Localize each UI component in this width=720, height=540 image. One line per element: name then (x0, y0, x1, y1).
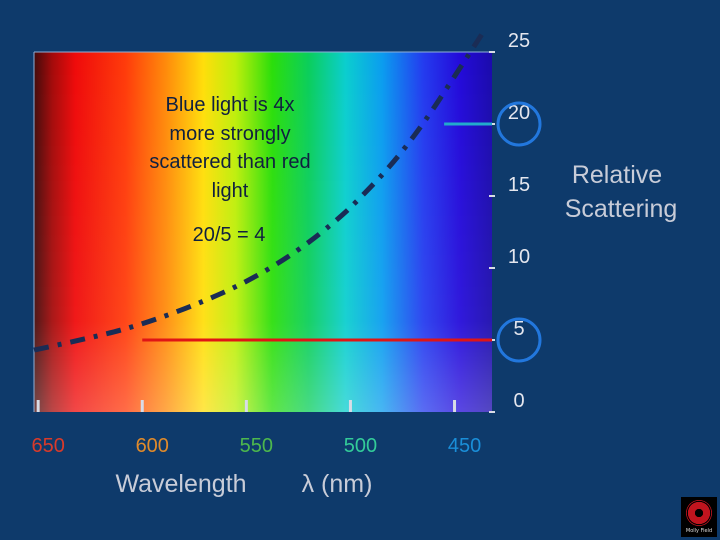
y-axis: 0 5 10 15 20 25 (489, 30, 530, 413)
y-axis-title-line-2: Scattering (565, 195, 678, 223)
annotation: Blue light is 4x more strongly scattered… (149, 94, 310, 246)
series-line-0 (33, 33, 484, 353)
highlight-circle-red-level (496, 317, 542, 363)
x-axis: 650 600 550 500 450 (31, 400, 481, 457)
spectrum-panel (33, 51, 492, 412)
x-tick-label-550: 550 (240, 435, 273, 457)
annotation-line-3: scattered than red (149, 151, 310, 173)
annotation-line-4: light (212, 180, 249, 202)
x-tick-label-650: 650 (31, 435, 64, 457)
highlight-circle-blue-level (496, 101, 542, 147)
x-tick-label-500: 500 (344, 435, 377, 457)
logo-emblem-icon (686, 500, 712, 526)
y-tick-label-20: 20 (508, 102, 530, 124)
y-tick-label-5: 5 (513, 318, 524, 340)
x-axis-title: Wavelength (115, 470, 246, 498)
spectrum-haze (34, 52, 492, 412)
annotation-line-2: more strongly (169, 123, 290, 145)
x-tick-label-450: 450 (448, 435, 481, 457)
x-tick-label-600: 600 (136, 435, 169, 457)
x-axis-title: Wavelength λ (nm) (115, 470, 372, 498)
y-tick-label-25: 25 (508, 30, 530, 52)
y-tick-label-0: 0 (513, 390, 524, 412)
logo-text: Molly Field (685, 528, 713, 534)
annotation-line-1: Blue light is 4x (166, 94, 295, 116)
series-group (33, 33, 484, 353)
reference-lines (142, 101, 542, 363)
y-axis-title-line-1: Relative (572, 161, 662, 189)
publisher-logo: Molly Field (681, 497, 717, 537)
x-axis-units: λ (nm) (302, 470, 373, 498)
y-tick-label-10: 10 (508, 246, 530, 268)
y-tick-label-15: 15 (508, 174, 530, 196)
y-axis-title: Relative Scattering (565, 161, 678, 223)
ratio-label: 20/5 = 4 (193, 224, 266, 246)
